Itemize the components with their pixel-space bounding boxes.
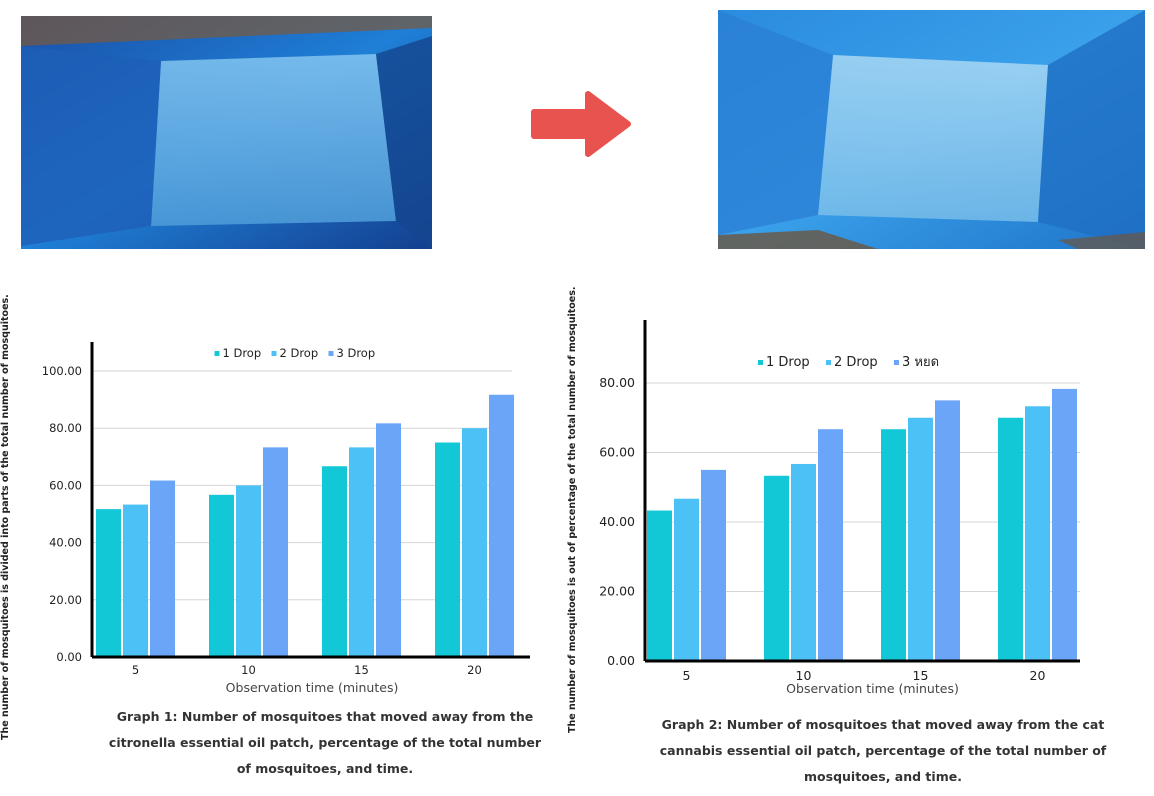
x-tick-label: 5 [132, 663, 139, 677]
y-tick-label: 20.00 [49, 593, 82, 607]
bar-2-drop-15 [908, 417, 933, 661]
x-axis-title: Observation time (minutes) [786, 681, 959, 696]
x-tick-label: 15 [354, 663, 369, 677]
bar-2-drop-10 [236, 485, 261, 657]
bar-2-drop-10 [791, 463, 816, 661]
bar-3-หยด-15 [935, 400, 960, 661]
legend-swatch [758, 360, 763, 365]
bar-1-drop-5 [96, 509, 121, 657]
bar-1-drop-15 [322, 466, 347, 657]
x-tick-label: 15 [913, 668, 929, 683]
bar-1-drop-10 [764, 475, 789, 661]
y-tick-label: 100.00 [42, 364, 82, 378]
y-tick-label: 60.00 [599, 445, 635, 460]
bar-3-drop-15 [376, 423, 401, 657]
photo-after [718, 10, 1145, 249]
legend-swatch [328, 351, 334, 356]
legend-label: 3 หยด [902, 355, 939, 370]
x-tick-label: 20 [467, 663, 482, 677]
legend-swatch [271, 351, 277, 356]
chart1: 0.00 20.00 40.00 60.00 80.00 100.00 5 10 15 20 Obs… [42, 342, 530, 695]
bar-3-drop-20 [489, 394, 514, 657]
legend-label: 3 Drop [337, 346, 376, 360]
legend-label: 2 Drop [834, 355, 878, 370]
chart2-caption: Graph 2: Number of mosquitoes that moved… [659, 717, 1107, 784]
legend-swatch [214, 351, 220, 356]
bar-3-drop-5 [150, 480, 175, 657]
bar-2-drop-5 [674, 498, 699, 661]
y-tick-label: 40.00 [49, 536, 82, 550]
bar-3-drop-10 [263, 447, 288, 657]
x-tick-label: 5 [683, 668, 691, 683]
bar-3-หยด-20 [1052, 388, 1077, 661]
bar-2-drop-20 [1025, 406, 1050, 661]
bar-2-drop-15 [349, 447, 374, 657]
bar-2-drop-5 [123, 504, 148, 657]
bar-1-drop-20 [998, 417, 1023, 661]
bar-1-drop-15 [881, 429, 906, 661]
x-tick-label: 10 [241, 663, 256, 677]
x-tick-label: 20 [1030, 668, 1046, 683]
legend-swatch [826, 360, 831, 365]
legend-label: 1 Drop [766, 355, 810, 370]
bar-3-หยด-10 [818, 429, 843, 661]
y-tick-label: 40.00 [599, 514, 635, 529]
y-tick-label: 80.00 [599, 375, 635, 390]
photo-before [21, 16, 432, 249]
y-tick-label: 20.00 [599, 584, 635, 599]
x-axis-title: Observation time (minutes) [226, 680, 399, 695]
chart1-caption: Graph 1: Number of mosquitoes that moved… [108, 709, 542, 776]
bar-1-drop-10 [209, 494, 234, 657]
legend-label: 2 Drop [280, 346, 319, 360]
chart2: 0.00 20.00 40.00 60.00 80.00 5 10 15 20 Observati… [599, 320, 1080, 696]
bar-2-drop-20 [462, 428, 487, 657]
legend-label: 1 Drop [223, 346, 262, 360]
y-tick-label: 80.00 [49, 421, 82, 435]
right-arrow-icon [530, 90, 632, 158]
bar-3-หยด-5 [701, 469, 726, 661]
bar-1-drop-20 [435, 442, 460, 657]
x-tick-label: 10 [796, 668, 812, 683]
y-tick-label: 0.00 [607, 653, 635, 668]
legend-swatch [894, 360, 899, 365]
y-tick-label: 60.00 [49, 478, 82, 492]
bar-1-drop-5 [647, 510, 672, 661]
y-tick-label: 0.00 [56, 650, 82, 664]
